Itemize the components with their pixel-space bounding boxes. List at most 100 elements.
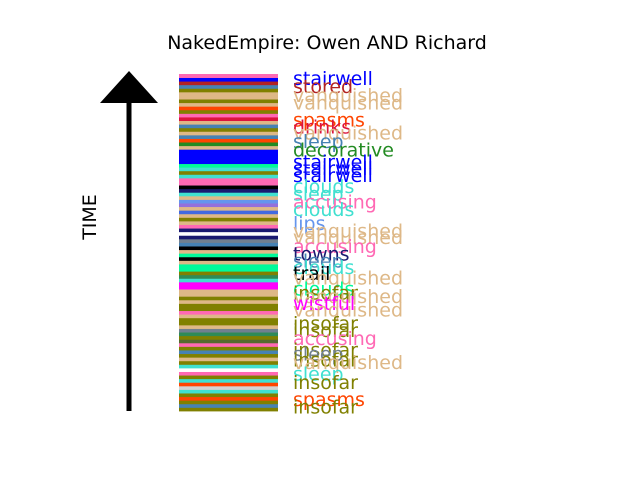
timeline-stripe — [179, 160, 278, 165]
time-axis: TIME — [79, 71, 158, 411]
timeline-stripe — [179, 120, 278, 125]
timeline-stripe — [179, 91, 278, 96]
event-label: accusing — [293, 192, 377, 214]
event-label: insofar — [293, 320, 358, 342]
event-label: insofar — [293, 283, 358, 305]
timeline-stripe — [179, 145, 278, 150]
timeline-stripe — [179, 299, 278, 304]
timeline-stripe — [179, 307, 278, 312]
event-label: clouds — [293, 279, 354, 301]
timeline-stripe — [179, 346, 278, 351]
timeline-stripe — [179, 203, 278, 208]
timeline-stripe — [179, 77, 278, 82]
timeline-stripe — [179, 403, 278, 408]
timeline-stripe — [179, 152, 278, 157]
timeline-stripe — [179, 117, 278, 122]
event-label: vanquished — [293, 123, 403, 145]
timeline-stripe — [179, 188, 278, 193]
timeline-stripe — [179, 149, 278, 154]
timeline-stripe — [179, 206, 278, 211]
event-label: decorative — [293, 140, 394, 162]
event-label: drinks — [293, 117, 351, 139]
event-label: spasms — [293, 110, 365, 132]
timeline-stripe — [179, 249, 278, 254]
timeline-stripe — [179, 350, 278, 355]
timeline-stripe — [179, 228, 278, 233]
timeline-stripe — [179, 242, 278, 247]
timeline-stripe — [179, 192, 278, 197]
event-label: stored — [293, 76, 353, 98]
event-label: vanquished — [293, 286, 403, 308]
timeline-stripe — [179, 396, 278, 401]
timeline-stripe — [179, 238, 278, 243]
event-label: wistful — [293, 293, 355, 315]
timeline-stripe — [179, 339, 278, 344]
timeline-stripe — [179, 393, 278, 398]
timeline-stripe — [179, 267, 278, 272]
timeline-stripes — [179, 74, 278, 412]
timeline-stripe — [179, 292, 278, 297]
timeline-stripe — [179, 321, 278, 326]
timeline-stripe — [179, 109, 278, 114]
event-label: sleep — [293, 251, 344, 273]
event-label: insofar — [293, 339, 358, 361]
timeline-stripe — [179, 256, 278, 261]
timeline-stripe — [179, 102, 278, 107]
timeline-stripe — [179, 127, 278, 132]
event-label: vanquished — [293, 85, 403, 107]
timeline-stripe — [179, 296, 278, 301]
event-label: trail — [293, 263, 330, 285]
timeline-stripe — [179, 314, 278, 319]
timeline-stripe — [179, 106, 278, 111]
event-label: sleep — [293, 183, 344, 205]
event-label: insofar — [293, 313, 358, 335]
timeline-stripe — [179, 181, 278, 186]
event-label: stairwell — [293, 68, 373, 90]
timeline-stripe — [179, 84, 278, 89]
time-arrow-head-icon — [100, 71, 158, 103]
timeline-stripe — [179, 95, 278, 100]
timeline-stripe — [179, 217, 278, 222]
event-label: clouds — [293, 176, 354, 198]
event-label: towns — [293, 243, 350, 265]
timeline-stripe — [179, 260, 278, 265]
timeline-stripe — [179, 357, 278, 362]
timeline-stripe — [179, 185, 278, 190]
timeline-stripe — [179, 385, 278, 390]
timeline-stripe — [179, 389, 278, 394]
event-label: vanquished — [293, 352, 403, 374]
event-label: vanquished — [293, 227, 403, 249]
timeline-stripe — [179, 156, 278, 161]
chart-title: NakedEmpire: Owen AND Richard — [167, 32, 487, 54]
timeline-stripe — [179, 174, 278, 179]
event-label: clouds — [293, 199, 354, 221]
timeline-stripe — [179, 342, 278, 347]
timeline-stripe — [179, 113, 278, 118]
timeline-stripe — [179, 224, 278, 229]
timeline-stripe — [179, 210, 278, 215]
timeline-stripe — [179, 274, 278, 279]
timeline-stripe — [179, 271, 278, 276]
event-label: spasms — [293, 389, 365, 411]
timeline-stripe — [179, 177, 278, 182]
timeline-stripe — [179, 281, 278, 286]
timeline-stripe — [179, 371, 278, 376]
timeline-stripe — [179, 310, 278, 315]
timeline-stripe — [179, 328, 278, 333]
timeline-stripe — [179, 360, 278, 365]
y-axis-label: TIME — [79, 194, 101, 241]
timeline-stripe — [179, 253, 278, 258]
event-labels: stairwellstoredvanquishedvanquishedspasm… — [293, 68, 403, 419]
timeline-stripe — [179, 199, 278, 204]
event-label: clouds — [293, 257, 354, 279]
timeline-stripe — [179, 317, 278, 322]
event-label: insofar — [293, 349, 358, 371]
timeline-stripe — [179, 235, 278, 240]
event-label: vanquished — [293, 220, 403, 242]
timeline-stripe — [179, 367, 278, 372]
event-label: vanquished — [293, 300, 403, 322]
timeline-stripe — [179, 285, 278, 290]
timeline-stripe — [179, 375, 278, 380]
timeline-stripe — [179, 303, 278, 308]
event-label: lips — [293, 213, 326, 235]
